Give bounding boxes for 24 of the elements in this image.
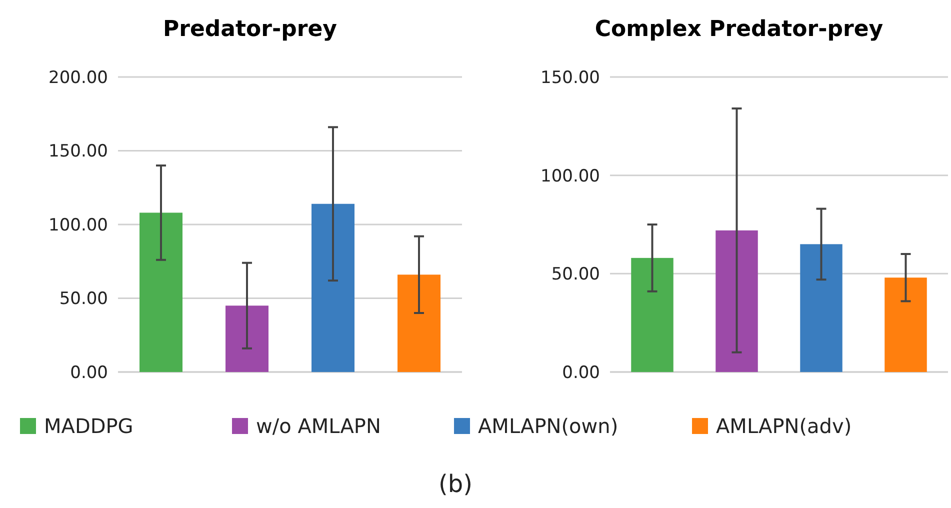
bar xyxy=(716,230,758,372)
bar xyxy=(140,212,182,372)
y-tick-label: 50.00 xyxy=(59,289,108,310)
chart-title: Predator-prey xyxy=(163,17,337,42)
y-tick-label: 0.00 xyxy=(70,362,108,383)
chart-title: Complex Predator-prey xyxy=(594,17,884,42)
y-tick-label: 100.00 xyxy=(540,166,600,186)
y-tick-label: 150.00 xyxy=(48,142,108,162)
bar xyxy=(631,258,674,372)
y-tick-label: 100.00 xyxy=(48,215,108,236)
bar xyxy=(884,278,927,372)
legend-label: AMLAPN(own) xyxy=(478,414,618,438)
bar xyxy=(226,306,268,372)
y-tick-label: 150.00 xyxy=(540,68,600,88)
y-tick-label: 0.00 xyxy=(562,362,600,383)
legend-label: MADDPG xyxy=(44,414,134,438)
bar xyxy=(398,274,440,372)
legend-label: AMLAPN(adv) xyxy=(716,414,852,438)
y-tick-label: 200.00 xyxy=(48,68,108,88)
bar xyxy=(312,204,354,372)
legend-label: w/o AMLAPN xyxy=(256,414,381,438)
bar xyxy=(800,244,842,372)
y-tick-label: 50.00 xyxy=(551,264,600,285)
text: (b) xyxy=(438,470,472,498)
